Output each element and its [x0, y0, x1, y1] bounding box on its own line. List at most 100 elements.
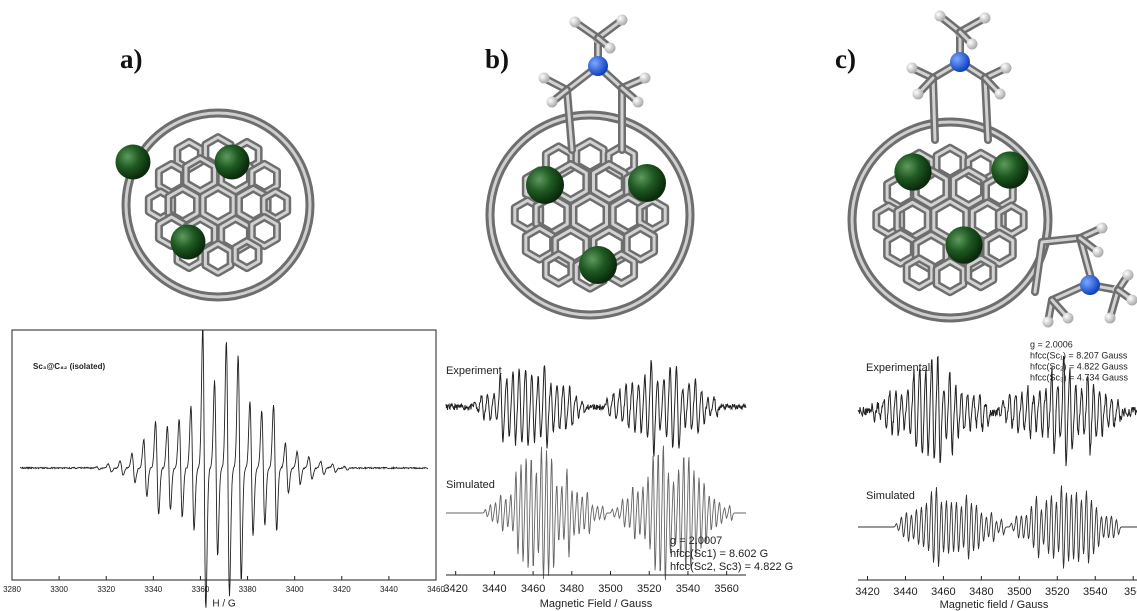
- h-atom: [1062, 312, 1074, 324]
- x-tick-label: 3440: [893, 586, 917, 598]
- x-tick-label: 3540: [676, 583, 700, 595]
- cage-rim: [488, 113, 692, 317]
- h-atom: [1126, 294, 1137, 306]
- x-tick-label: 3420: [333, 585, 351, 594]
- fit-parameter: g = 2.0006: [1030, 339, 1073, 349]
- trace-label: Simulated: [446, 479, 495, 491]
- x-tick-label: 3460: [427, 585, 445, 594]
- h-atom: [1042, 316, 1054, 328]
- bond: [966, 256, 995, 289]
- h-atom: [569, 16, 581, 28]
- fit-parameter: hfcc(Sc₁) = 8.207 Gauss: [1030, 350, 1128, 360]
- panel-label: c): [835, 44, 856, 74]
- sc-atom: [628, 164, 666, 202]
- x-tick-label: 3480: [560, 583, 584, 595]
- bond: [984, 231, 1015, 266]
- spectrum-trace: [446, 445, 746, 581]
- x-tick-label: 3440: [482, 583, 506, 595]
- h-atom: [639, 72, 651, 84]
- x-tick-label: 3520: [1045, 586, 1069, 598]
- h-atom: [616, 14, 628, 26]
- fit-parameter: hfcc(Sc1) = 8.602 G: [670, 548, 768, 560]
- molecules: [115, 10, 1137, 328]
- x-tick-label: 3520: [637, 583, 661, 595]
- h-atom: [546, 96, 558, 108]
- n-atom: [588, 56, 608, 76]
- h-atom: [1122, 269, 1134, 281]
- x-tick-label: 3540: [1083, 586, 1107, 598]
- sc-atom: [894, 153, 932, 191]
- bond: [905, 256, 934, 289]
- h-atom: [1092, 246, 1104, 258]
- sc-atom: [526, 166, 564, 204]
- pyrrolidine: [906, 10, 1012, 144]
- fullerene-cage: [485, 110, 695, 320]
- h-atom: [912, 88, 924, 100]
- x-axis-label: H / G: [212, 599, 236, 610]
- x-tick-label: 3420: [855, 586, 879, 598]
- x-tick-label: 3320: [97, 585, 115, 594]
- spectra: 3280 3300 3320 3340 3360 3380 3400 3420 3440 3460…: [3, 329, 1137, 611]
- h-atom: [906, 62, 918, 74]
- spectrum-title: Sc₃@C₈₂ (isolated): [33, 362, 105, 371]
- sc-atom: [115, 144, 151, 180]
- bond: [625, 226, 656, 262]
- plot-frame: [11, 329, 437, 581]
- h-atom: [966, 38, 978, 50]
- trace-label: Simulated: [866, 490, 915, 502]
- bond: [203, 242, 233, 275]
- bond: [524, 226, 555, 262]
- x-tick-label: 3300: [50, 585, 68, 594]
- fit-parameter: hfcc(Sc₂) = 4.822 Gauss: [1030, 361, 1128, 371]
- h-atom: [632, 96, 644, 108]
- sc-atom: [170, 224, 206, 260]
- trace-label: Experimental: [866, 362, 930, 374]
- n-atom: [950, 52, 970, 72]
- x-tick-label: 3420: [443, 583, 467, 595]
- fit-parameter: hfcc(Sc2, Sc3) = 4.822 G: [670, 561, 793, 573]
- bond: [544, 252, 573, 286]
- pyrrolidine: [1031, 222, 1137, 328]
- x-tick-label: 3500: [598, 583, 622, 595]
- bond: [262, 190, 289, 220]
- h-atom: [604, 42, 616, 54]
- x-tick-label: 3400: [286, 585, 304, 594]
- bond: [184, 156, 217, 193]
- spectrum-trace: [857, 355, 1137, 467]
- bond: [201, 186, 235, 224]
- fit-parameter: hfcc(Sc₃) = 4.734 Gauss: [1030, 372, 1128, 382]
- x-tick-label: 3340: [144, 585, 162, 594]
- bond: [233, 239, 261, 270]
- x-tick-label: 3460: [931, 586, 955, 598]
- x-tick-label: 3480: [969, 586, 993, 598]
- bond: [572, 194, 608, 236]
- spectrum-trace: [858, 485, 1137, 569]
- x-tick-label: 356: [1124, 586, 1137, 598]
- bond: [592, 162, 627, 202]
- h-atom: [538, 72, 550, 84]
- fullerene-cage: [847, 117, 1053, 323]
- bond: [997, 204, 1026, 236]
- cage-rim: [124, 111, 312, 299]
- cage-rim: [850, 120, 1050, 320]
- x-tick-label: 3560: [714, 583, 738, 595]
- h-atom: [1096, 222, 1108, 234]
- h-atom: [934, 10, 946, 22]
- h-atom: [1104, 312, 1116, 324]
- x-tick-label: 3360: [192, 585, 210, 594]
- spectrum-trace: [20, 329, 429, 608]
- spectrum-trace: [445, 360, 747, 457]
- x-axis-label: Magnetic field / Gauss: [940, 599, 1049, 611]
- x-tick-label: 3440: [380, 585, 398, 594]
- n-atom: [1080, 275, 1100, 295]
- sc-atom: [991, 151, 1029, 189]
- h-atom: [979, 12, 991, 24]
- fullerene-cage: [115, 108, 315, 302]
- panel-label: b): [485, 44, 509, 74]
- x-tick-label: 3380: [239, 585, 257, 594]
- panel-label: a): [120, 44, 143, 74]
- fit-parameter: g = 2.0007: [670, 535, 722, 547]
- bond: [951, 168, 986, 207]
- bond: [250, 215, 279, 248]
